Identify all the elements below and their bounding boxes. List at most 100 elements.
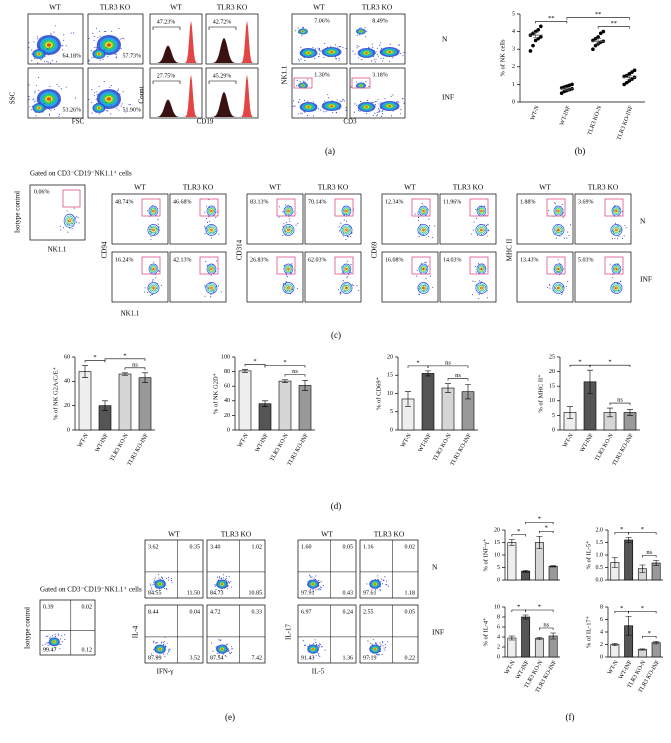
- event-dot: [88, 37, 90, 40]
- event-dot: [309, 574, 311, 576]
- event-dot: [95, 98, 98, 100]
- event-dot: [218, 576, 220, 578]
- y-tick-label: 3: [512, 47, 515, 53]
- quadrant-percent: 0.05: [343, 544, 354, 550]
- x-tick-label: WT-INF: [418, 432, 434, 453]
- density-contour: [610, 224, 623, 236]
- row-label: INF: [640, 275, 652, 284]
- quadrant-percent: 0.05: [405, 609, 416, 615]
- event-dot: [319, 646, 321, 648]
- event-dot: [353, 111, 355, 113]
- event-dot: [111, 30, 113, 32]
- quadrant-percent: 1.02: [252, 544, 263, 550]
- y-tick-label: 10: [494, 604, 500, 610]
- event-dot: [416, 270, 418, 272]
- event-dot: [339, 291, 342, 293]
- event-dot: [486, 297, 488, 299]
- quadrant-percent: 2.55: [363, 609, 374, 615]
- gate: [411, 198, 431, 217]
- event-dot: [228, 582, 230, 584]
- event-dot: [47, 642, 49, 644]
- event-dot: [153, 582, 155, 584]
- event-dot: [158, 577, 160, 579]
- axis-label: IL-4: [132, 625, 140, 638]
- event-dot: [153, 640, 155, 642]
- density-contour: [208, 266, 215, 272]
- density-contour: [555, 266, 562, 272]
- significance-bracket: [609, 402, 631, 406]
- quadrant-percent: 0.12: [82, 647, 93, 653]
- plot-frame: [574, 251, 632, 303]
- gate-percent: 14.03%: [443, 257, 462, 263]
- event-dot: [60, 229, 62, 231]
- significance-label: *: [545, 525, 548, 532]
- event-dot: [356, 104, 358, 106]
- event-dot: [381, 110, 383, 113]
- event-dot: [218, 639, 220, 641]
- event-dot: [37, 62, 39, 64]
- data-point: [570, 82, 574, 87]
- significance-label: *: [283, 359, 286, 366]
- event-dot: [318, 581, 320, 583]
- quadrant-percent: 3.52: [190, 655, 201, 661]
- event-dot: [279, 206, 281, 208]
- x-tick-label: TLR3 KO-INF: [617, 104, 635, 141]
- event-dot: [301, 35, 303, 37]
- event-dot: [384, 644, 386, 646]
- plot-frame: [516, 193, 574, 245]
- event-dot: [398, 44, 400, 46]
- event-dot: [205, 217, 208, 220]
- event-dot: [387, 641, 389, 643]
- event-dot: [358, 289, 360, 291]
- error-bar: [627, 409, 633, 416]
- event-dot: [48, 113, 50, 115]
- plot-frame: [297, 539, 357, 599]
- gate: [351, 77, 371, 89]
- event-dot: [323, 56, 325, 59]
- event-dot: [375, 58, 377, 60]
- event-dot: [566, 237, 568, 239]
- event-dot: [340, 293, 342, 295]
- event-dot: [220, 639, 222, 641]
- density-contour: [343, 284, 350, 292]
- event-dot: [297, 27, 299, 29]
- event-dot: [380, 644, 382, 646]
- event-dot: [319, 655, 321, 658]
- event-dot: [57, 633, 59, 635]
- density-contour: [343, 226, 350, 234]
- event-dot: [73, 32, 75, 34]
- event-dot: [621, 237, 624, 239]
- gate-percent: 3.18%: [372, 72, 388, 78]
- data-point: [624, 80, 629, 85]
- event-dot: [384, 649, 386, 651]
- density-contour: [150, 284, 157, 292]
- quadrant-percent: 84.73: [210, 590, 224, 596]
- event-dot: [304, 59, 306, 62]
- event-dot: [480, 206, 482, 208]
- event-dot: [224, 655, 226, 657]
- density-contour: [342, 206, 351, 216]
- event-dot: [618, 235, 620, 237]
- density-contour: [284, 264, 293, 274]
- event-dot: [300, 46, 302, 49]
- axis-label: SSC: [9, 91, 17, 104]
- gate-bracket: [152, 26, 181, 30]
- event-dot: [367, 640, 369, 642]
- event-dot: [342, 280, 344, 282]
- event-dot: [110, 84, 112, 87]
- density-contour: [344, 267, 349, 271]
- event-dot: [381, 641, 384, 643]
- error-bar: [653, 641, 660, 645]
- density-contour: [149, 206, 158, 216]
- density-contour: [210, 228, 213, 232]
- event-dot: [45, 106, 47, 108]
- gate-percent: 26.83%: [250, 257, 269, 263]
- event-dot: [36, 85, 38, 87]
- event-dot: [36, 36, 38, 38]
- significance-bracket: [566, 17, 630, 20]
- bar: [278, 380, 292, 431]
- event-dot: [377, 575, 379, 577]
- significance-label: *: [538, 603, 541, 610]
- gate: [469, 256, 489, 275]
